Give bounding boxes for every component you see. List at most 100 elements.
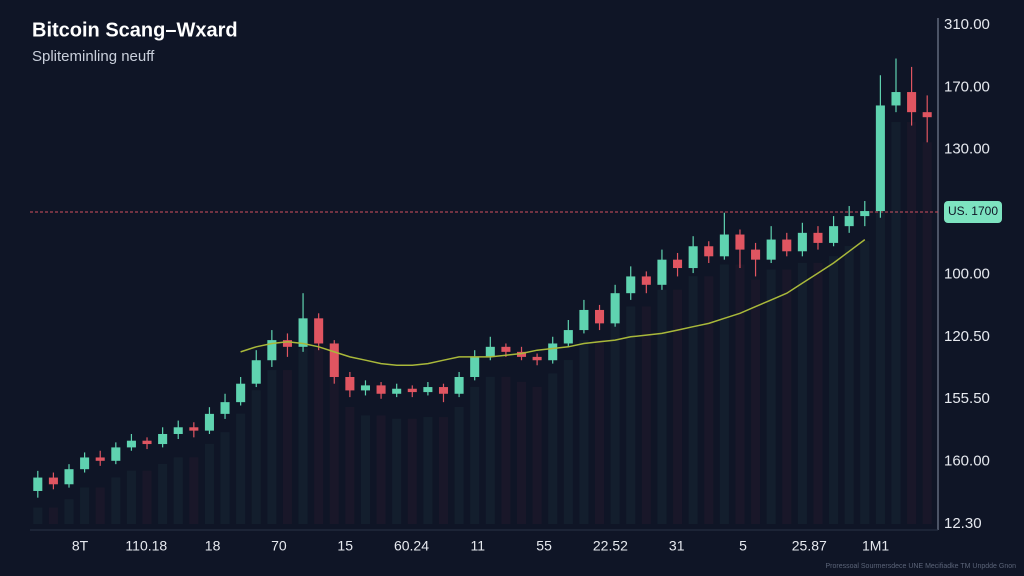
x-tick-label: 60.24 (394, 538, 429, 554)
candle-body (423, 387, 433, 393)
candle-body (875, 105, 885, 212)
volume-shadow (142, 470, 152, 524)
candle-body (688, 246, 698, 269)
y-tick-label: 155.50 (944, 390, 990, 407)
x-tick-label: 22.52 (593, 538, 628, 554)
volume-shadow (454, 406, 464, 524)
volume-shadow (204, 443, 214, 524)
candle-body (610, 293, 620, 324)
volume-shadow (641, 306, 651, 524)
candle-body (704, 246, 714, 257)
candle-body (64, 469, 74, 485)
x-tick-label: 18 (205, 538, 221, 554)
candle-body (80, 457, 90, 470)
volume-shadow (501, 376, 511, 524)
x-tick-label: 55 (536, 538, 552, 554)
volume-shadow (48, 507, 58, 524)
volume-shadow (907, 122, 917, 524)
volume-shadow (438, 417, 449, 524)
candle-body (626, 276, 636, 294)
volume-shadow (158, 463, 168, 524)
x-tick-label: 110.18 (125, 538, 167, 554)
candle-body (579, 309, 589, 331)
volume-shadow (80, 487, 90, 524)
volume-shadow (548, 373, 558, 524)
candle-body (158, 433, 168, 445)
candle-body (220, 402, 230, 414)
volume-shadow (376, 415, 386, 524)
volume-shadow (844, 246, 854, 524)
volume-shadow (829, 256, 839, 524)
candle-body (751, 249, 761, 260)
volume-shadow (33, 507, 43, 524)
volume-shadow (891, 122, 901, 524)
volume-shadow (173, 457, 183, 524)
volume-shadow (111, 477, 121, 524)
volume-shadow (782, 269, 792, 524)
volume-shadow (875, 135, 885, 524)
price-tag-label: US. 1700 (948, 204, 998, 218)
candle-body (829, 226, 839, 243)
volume-shadow (423, 417, 433, 524)
x-tick-label: 25.87 (792, 538, 827, 554)
y-tick-label: 310.00 (944, 16, 990, 33)
volume-shadow (579, 339, 589, 524)
volume-shadow (673, 289, 683, 524)
candle-body (813, 232, 823, 243)
volume-shadow (267, 370, 277, 524)
x-tick-label: 8T (72, 538, 89, 554)
volume-shadow (392, 418, 402, 524)
candle-body (126, 440, 136, 448)
x-tick-label: 1M1 (862, 538, 889, 554)
candle-body (719, 234, 729, 257)
volume-shadow (766, 269, 776, 524)
y-tick-label: 12.30 (944, 515, 982, 532)
volume-shadow (345, 406, 355, 524)
candle-body (797, 232, 807, 252)
candle-body (392, 388, 402, 394)
volume-shadow (329, 373, 339, 524)
candle-body (376, 385, 386, 394)
volume-shadow (719, 264, 729, 524)
candle-body (298, 318, 308, 347)
candle-body (470, 356, 480, 377)
candle-body (548, 343, 558, 361)
candle-body (251, 360, 261, 384)
candle-body (563, 330, 573, 344)
candle-body (236, 383, 246, 403)
candle-body (860, 211, 870, 217)
volume-shadow (298, 348, 308, 524)
volume-shadow (220, 432, 230, 524)
y-tick-label: 130.00 (944, 141, 990, 158)
candle-body (891, 92, 901, 106)
volume-shadow (407, 418, 417, 524)
candle-body (922, 112, 932, 118)
volume-shadow (860, 241, 870, 524)
candle-body (142, 440, 152, 445)
x-tick-label: 5 (739, 538, 747, 554)
candle-body (641, 276, 651, 285)
volume-shadow (251, 390, 261, 524)
footer: Proressoal Sourmersdece UNE Mecifiadke T… (825, 563, 1016, 570)
candle-body (516, 351, 527, 357)
volume-shadow (626, 306, 636, 524)
candle-body (267, 340, 277, 361)
candle-body (204, 413, 214, 431)
candle-body (33, 477, 43, 491)
y-tick-label: 160.00 (944, 453, 990, 470)
volume-shadow (922, 142, 932, 525)
x-tick-label: 70 (271, 538, 287, 554)
volume-shadow (126, 470, 136, 524)
candle-body (673, 259, 683, 269)
volume-shadow (516, 381, 527, 524)
x-tick-label: 15 (337, 538, 353, 554)
candle-body (314, 318, 324, 344)
volume-shadow (657, 289, 667, 524)
volume-shadow (282, 370, 292, 524)
volume-shadow (532, 386, 542, 524)
candle-body (95, 457, 105, 461)
candle-body (485, 346, 495, 357)
